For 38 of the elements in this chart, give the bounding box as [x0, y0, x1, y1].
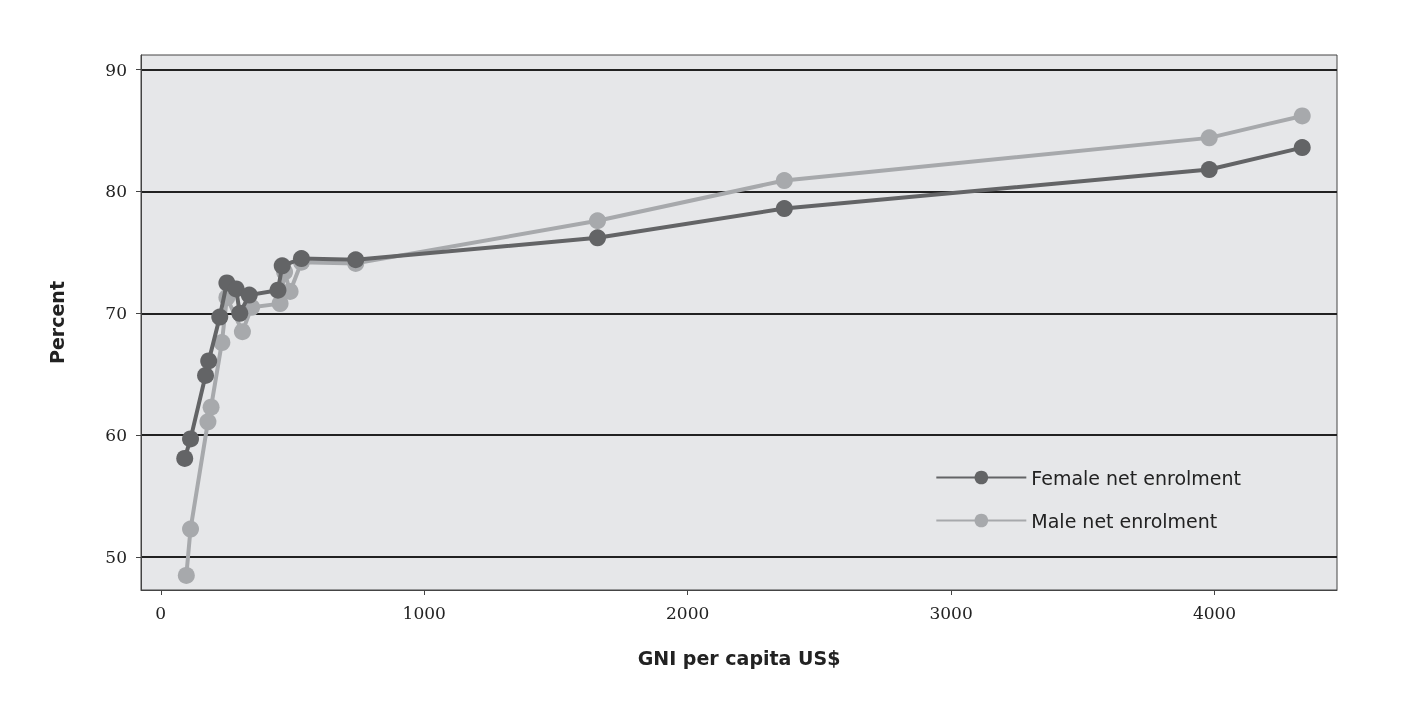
point	[199, 413, 217, 431]
y-tick-label: 70	[105, 303, 127, 324]
point	[197, 367, 215, 385]
point	[240, 286, 258, 304]
x-tick-label: 1000	[402, 602, 446, 623]
point	[589, 212, 607, 230]
point	[273, 257, 291, 275]
y-tick-label: 90	[105, 59, 127, 80]
x-tick-label: 3000	[929, 602, 973, 623]
point	[176, 449, 194, 467]
x-tick-label: 2000	[666, 602, 710, 623]
point	[1200, 129, 1218, 147]
point	[202, 398, 220, 416]
point	[231, 304, 249, 322]
point	[213, 334, 231, 352]
legend-label: Male net enrolment	[1031, 509, 1218, 532]
point	[1293, 107, 1311, 125]
point	[182, 430, 200, 448]
point	[227, 280, 245, 298]
point	[200, 352, 218, 370]
point	[589, 229, 607, 247]
y-tick-label: 60	[105, 425, 127, 446]
y-axis-title: Percent	[45, 281, 68, 364]
point	[182, 520, 200, 538]
point	[1200, 161, 1218, 179]
point	[177, 566, 195, 584]
point	[1293, 139, 1311, 157]
point	[269, 281, 287, 299]
x-tick-label: 4000	[1192, 602, 1237, 623]
legend-label: Female net enrolment	[1031, 466, 1242, 489]
point	[775, 172, 793, 190]
point	[775, 200, 793, 218]
point	[233, 323, 251, 341]
x-tick-label: 0	[155, 602, 167, 623]
y-tick-label: 80	[105, 181, 127, 202]
y-tick-label: 50	[105, 547, 127, 568]
point	[211, 308, 229, 326]
x-axis-title: GNI per capita US$	[637, 646, 841, 669]
